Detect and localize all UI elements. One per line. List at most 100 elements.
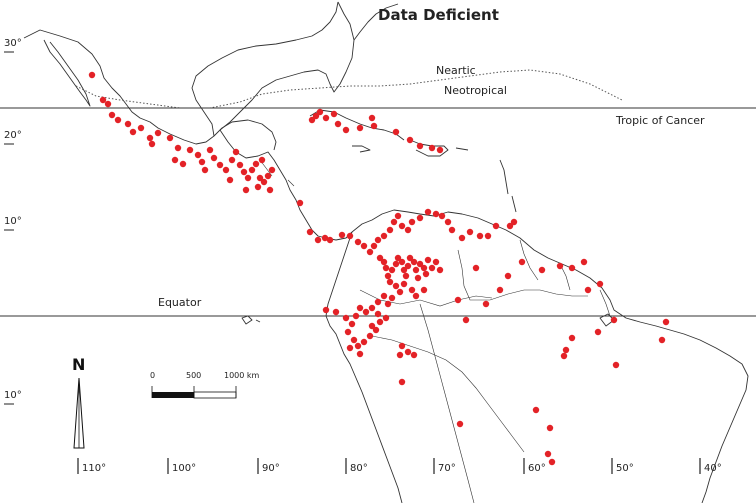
- occurrence-point: [562, 346, 570, 354]
- occurrence-point: [258, 156, 266, 164]
- scale-tick-500: 500: [186, 371, 201, 380]
- occurrence-point: [436, 266, 444, 274]
- occurrence-point: [206, 146, 214, 154]
- occurrence-point: [398, 342, 406, 350]
- occurrence-point: [492, 222, 500, 230]
- scale-bar: 0 500 1000 km: [150, 371, 260, 399]
- occurrence-point: [268, 166, 276, 174]
- occurrence-point: [428, 144, 436, 152]
- occurrence-point: [658, 336, 666, 344]
- occurrence-point: [316, 108, 324, 116]
- neotropical-label: Neotropical: [444, 84, 507, 97]
- occurrence-point: [384, 300, 392, 308]
- occurrence-point: [556, 262, 564, 270]
- occurrence-point: [384, 272, 392, 280]
- occurrence-point: [546, 424, 554, 432]
- occurrence-point: [432, 258, 440, 266]
- occurrence-point: [454, 296, 462, 304]
- occurrence-point: [404, 348, 412, 356]
- occurrence-point: [476, 232, 484, 240]
- occurrence-point: [382, 314, 390, 322]
- latitude-label-20: 20°: [4, 130, 22, 141]
- occurrence-point: [424, 208, 432, 216]
- occurrence-point: [428, 264, 436, 272]
- occurrence-point: [420, 264, 428, 272]
- occurrence-point: [174, 144, 182, 152]
- occurrence-point: [346, 344, 354, 352]
- occurrence-point: [414, 274, 422, 282]
- occurrence-point: [376, 254, 384, 262]
- occurrence-point: [308, 116, 316, 124]
- occurrence-point: [354, 238, 362, 246]
- occurrence-point: [416, 214, 424, 222]
- longitude-label-110: 110°: [82, 463, 106, 474]
- occurrence-point: [296, 199, 304, 207]
- occurrence-point: [256, 174, 264, 182]
- occurrence-point: [104, 100, 112, 108]
- occurrence-point: [510, 218, 518, 226]
- neartic-neotropical-boundary: [75, 69, 623, 109]
- occurrence-point: [400, 266, 408, 274]
- occurrence-point: [424, 256, 432, 264]
- longitude-label-80: 80°: [350, 463, 368, 474]
- occurrence-point: [242, 186, 250, 194]
- occurrence-point: [548, 458, 556, 466]
- occurrence-point: [226, 176, 234, 184]
- occurrence-points: [88, 71, 670, 466]
- occurrence-point: [374, 298, 382, 306]
- occurrence-point: [410, 258, 418, 266]
- longitude-label-70: 70°: [438, 463, 456, 474]
- occurrence-point: [380, 258, 388, 266]
- scale-tick-0: 0: [150, 371, 155, 380]
- occurrence-point: [362, 308, 370, 316]
- occurrence-point: [404, 226, 412, 234]
- occurrence-point: [412, 292, 420, 300]
- occurrence-point: [321, 234, 329, 242]
- occurrence-point: [370, 122, 378, 130]
- occurrence-point: [154, 129, 162, 137]
- occurrence-point: [342, 126, 350, 134]
- occurrence-point: [266, 186, 274, 194]
- occurrence-point: [124, 120, 132, 128]
- longitude-label-60: 60°: [528, 463, 546, 474]
- occurrence-point: [322, 306, 330, 314]
- occurrence-point: [368, 304, 376, 312]
- occurrence-point: [538, 266, 546, 274]
- occurrence-point: [201, 166, 209, 174]
- occurrence-point: [99, 96, 107, 104]
- occurrence-point: [264, 172, 272, 180]
- occurrence-point: [360, 242, 368, 250]
- occurrence-point: [148, 140, 156, 148]
- occurrence-point: [216, 161, 224, 169]
- occurrence-point: [432, 210, 440, 218]
- occurrence-point: [356, 350, 364, 358]
- occurrence-point: [392, 260, 400, 268]
- occurrence-point: [240, 168, 248, 176]
- equator-label: Equator: [158, 296, 202, 309]
- occurrence-point: [388, 294, 396, 302]
- occurrence-point: [366, 248, 374, 256]
- occurrence-point: [314, 236, 322, 244]
- occurrence-point: [466, 228, 474, 236]
- occurrence-point: [484, 232, 492, 240]
- occurrence-point: [392, 128, 400, 136]
- occurrence-point: [372, 326, 380, 334]
- occurrence-point: [396, 288, 404, 296]
- occurrence-point: [186, 146, 194, 154]
- nearctic-label: Neartic: [436, 64, 476, 77]
- occurrence-point: [594, 328, 602, 336]
- occurrence-point: [334, 120, 342, 128]
- land-outlines: [23, 1, 749, 503]
- occurrence-point: [406, 136, 414, 144]
- occurrence-point: [398, 222, 406, 230]
- occurrence-point: [374, 310, 382, 318]
- occurrence-point: [580, 258, 588, 266]
- occurrence-point: [137, 124, 145, 132]
- occurrence-point: [610, 316, 618, 324]
- occurrence-point: [402, 272, 410, 280]
- occurrence-point: [422, 270, 430, 278]
- occurrence-point: [352, 312, 360, 320]
- occurrence-point: [382, 264, 390, 272]
- occurrence-point: [506, 222, 514, 230]
